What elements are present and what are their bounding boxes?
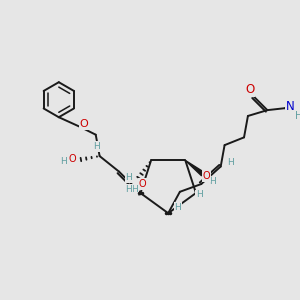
Text: O: O xyxy=(203,171,211,181)
Text: H: H xyxy=(125,185,132,194)
Text: O: O xyxy=(69,154,76,164)
Text: H: H xyxy=(175,203,181,212)
Text: H: H xyxy=(131,185,138,194)
Text: H: H xyxy=(125,173,132,182)
Text: H: H xyxy=(209,177,216,186)
Text: H: H xyxy=(196,190,203,199)
Text: N: N xyxy=(286,100,295,113)
Polygon shape xyxy=(185,160,204,176)
Text: H: H xyxy=(93,142,100,151)
Text: O: O xyxy=(80,119,88,129)
Text: O: O xyxy=(245,83,254,96)
Text: H: H xyxy=(60,158,67,166)
Text: O: O xyxy=(139,179,146,189)
Text: H: H xyxy=(295,111,300,121)
Text: H: H xyxy=(227,158,234,167)
